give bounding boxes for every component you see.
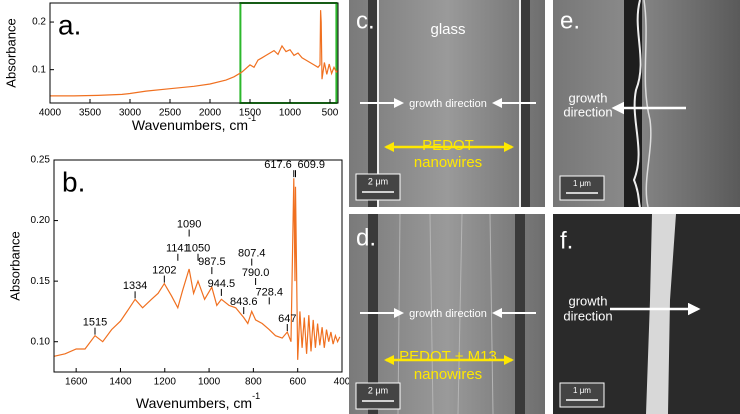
y-tick-label: 0.10	[31, 336, 51, 347]
panel-d: d. growth direction PEDOT + M13 nanowire…	[349, 214, 545, 414]
annotation: 617.6	[264, 159, 292, 171]
arrow-label: direction	[563, 104, 612, 119]
x-axis-label-text: Wavenumbers, cm	[132, 117, 248, 133]
y-tick-label: 0.25	[31, 155, 51, 166]
annotation: 944.5	[208, 278, 236, 290]
arrow-label: growth direction	[409, 308, 487, 320]
annotation: 728.4	[255, 286, 283, 298]
plot-frame	[50, 3, 338, 103]
arrow-label: growth direction	[409, 98, 487, 110]
scale-label: 1 μm	[573, 179, 591, 188]
arrow-label: growth	[568, 293, 607, 308]
y-tick-label: 0.20	[31, 215, 51, 226]
caption: nanowires	[414, 366, 482, 383]
caption: PEDOT	[422, 137, 474, 154]
x-tick-label: 1000	[198, 377, 221, 388]
scale-label: 2 μm	[368, 176, 388, 186]
channel	[624, 0, 642, 207]
x-tick-label: 4000	[39, 108, 62, 119]
panel-label: f.	[560, 227, 573, 254]
panel-label: c.	[356, 7, 375, 34]
x-tick-label: 1200	[154, 377, 177, 388]
annotation: 647	[278, 313, 296, 325]
panel-label: e.	[560, 7, 580, 34]
panel-title: glass	[430, 21, 465, 38]
annotation: 790.0	[242, 267, 270, 279]
arrow-label: growth	[568, 90, 607, 105]
x-axis-label-sup: -1	[248, 113, 256, 123]
panel-e: e. growth direction 1 μm	[553, 0, 740, 207]
panel-c: c. glass growth direction PEDOT nanowire…	[349, 0, 545, 207]
x-tick-label: 1400	[109, 377, 132, 388]
y-tick-label: 0.15	[31, 276, 51, 287]
y-axis-label: Absorbance	[7, 231, 22, 300]
x-tick-label: 800	[245, 377, 262, 388]
caption: nanowires	[414, 154, 482, 171]
annotation: 1334	[123, 280, 147, 292]
spectrum	[54, 178, 340, 360]
annotation: 1202	[152, 264, 176, 276]
annotation: 1050	[186, 243, 210, 255]
figure: 40003500300025002000150010005000.10.2a.A…	[0, 0, 740, 414]
x-tick-label: 1600	[65, 377, 88, 388]
spectrum	[50, 10, 338, 96]
annotation: 609.9	[297, 159, 325, 171]
x-axis-label: Wavenumbers, cm-1	[136, 391, 260, 410]
x-tick-label: 600	[289, 377, 306, 388]
x-axis-label: Wavenumbers, cm-1	[132, 113, 256, 132]
x-axis-label-text: Wavenumbers, cm	[136, 395, 252, 411]
annotation: 1090	[177, 218, 201, 230]
annotation: 843.6	[230, 296, 258, 308]
annotation: 807.4	[238, 248, 266, 260]
x-tick-label: 3500	[79, 108, 102, 119]
panel-label: a.	[58, 9, 81, 40]
x-tick-label: 400	[334, 377, 351, 388]
x-tick-label: 500	[322, 108, 339, 119]
x-tick-label: 1000	[279, 108, 302, 119]
panel-label: d.	[356, 224, 376, 251]
panel-label: b.	[62, 166, 85, 197]
annotation: 987.5	[198, 256, 226, 268]
y-tick-label: 0.1	[32, 64, 46, 75]
caption: PEDOT + M13	[399, 348, 497, 365]
x-axis-label-sup: -1	[252, 391, 260, 401]
y-tick-label: 0.2	[32, 17, 46, 28]
arrow-label: direction	[563, 308, 612, 323]
y-axis-label: Absorbance	[3, 18, 18, 87]
panel-f: f. growth direction 1 μm	[553, 214, 740, 414]
scale-label: 1 μm	[573, 386, 591, 395]
scale-label: 2 μm	[368, 385, 388, 395]
page: 40003500300025002000150010005000.10.2a.A…	[0, 0, 740, 414]
annotation: 1515	[83, 317, 107, 329]
